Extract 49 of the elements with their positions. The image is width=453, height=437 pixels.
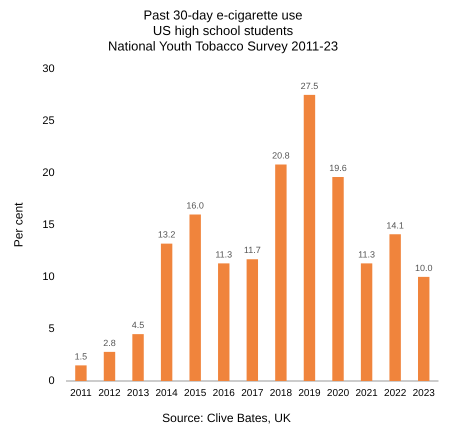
bar <box>104 352 116 381</box>
y-tick-label: 20 <box>42 166 55 179</box>
source-note: Source: Clive Bates, UK <box>161 411 292 425</box>
bar <box>218 263 230 381</box>
bar <box>189 214 201 381</box>
y-tick-label: 0 <box>48 375 55 388</box>
bar <box>332 177 344 381</box>
y-axis-title: Per cent <box>12 202 26 248</box>
y-tick-label: 30 <box>42 62 55 75</box>
bar <box>275 164 287 381</box>
y-tick-label: 10 <box>42 270 55 283</box>
y-tick-label: 5 <box>48 323 55 335</box>
data-label: 10.0 <box>414 262 432 273</box>
x-tick-label: 2019 <box>298 388 322 399</box>
data-label: 16.0 <box>186 200 204 210</box>
bar <box>360 263 372 381</box>
x-tick-label: 2014 <box>155 388 178 399</box>
x-tick-label: 2017 <box>241 388 264 399</box>
y-tick-label: 15 <box>42 218 55 231</box>
data-label: 11.7 <box>244 245 261 256</box>
x-tick-label: 2018 <box>270 388 292 399</box>
x-tick-label: 2023 <box>412 388 436 399</box>
bar <box>160 244 172 381</box>
data-label: 13.2 <box>158 230 176 240</box>
data-label: 11.3 <box>358 249 376 260</box>
x-tick-label: 2016 <box>212 388 236 399</box>
data-label: 27.5 <box>300 80 318 91</box>
x-tick-label: 2021 <box>355 388 378 399</box>
bar <box>132 334 144 381</box>
data-label: 11.3 <box>215 249 232 260</box>
chart-title: Past 30-day e-cigarette use US high school students National Youth Tobacco Survey 2011-23 <box>108 7 338 54</box>
x-tick-label: 2020 <box>326 388 350 399</box>
x-tick-label: 2012 <box>98 388 122 399</box>
bar <box>304 94 316 381</box>
data-label: 14.1 <box>386 220 404 230</box>
bar <box>418 276 430 381</box>
data-label: 1.5 <box>74 351 88 362</box>
data-label: 20.8 <box>272 150 290 161</box>
data-label: 4.5 <box>132 320 144 330</box>
bar <box>75 365 87 381</box>
x-tick-label: 2013 <box>126 388 150 399</box>
data-label: 2.8 <box>103 338 116 348</box>
x-tick-label: 2022 <box>384 388 407 399</box>
y-tick-label: 25 <box>42 114 55 127</box>
x-tick-label: 2015 <box>184 388 207 399</box>
bar <box>246 259 258 381</box>
data-label: 19.6 <box>329 163 347 174</box>
x-tick-label: 2011 <box>70 388 92 399</box>
bar <box>389 234 401 381</box>
